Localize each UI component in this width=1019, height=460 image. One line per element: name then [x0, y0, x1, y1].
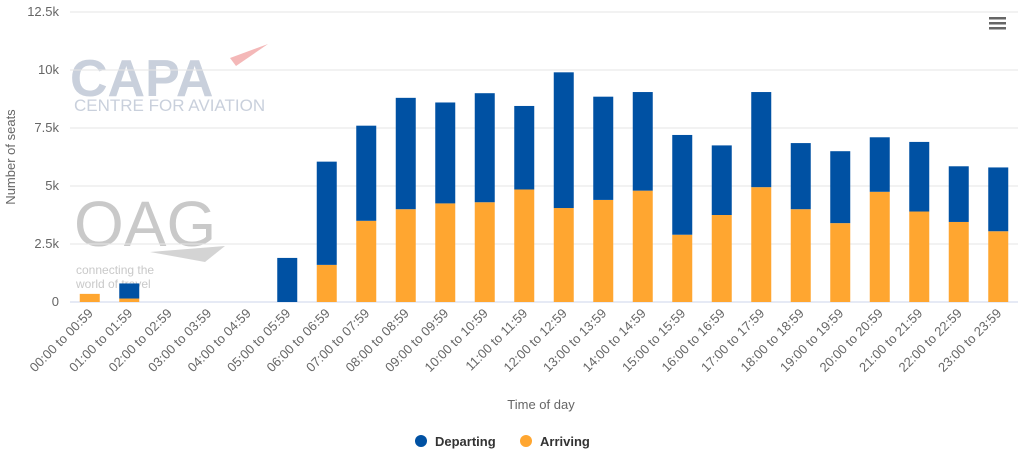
y-axis-title: Number of seats	[3, 109, 18, 205]
bar-arriving[interactable]	[672, 234, 693, 302]
legend-item[interactable]: Departing	[415, 434, 496, 449]
bar-arriving[interactable]	[790, 209, 811, 302]
bar-arriving[interactable]	[474, 202, 495, 302]
y-tick-label: 5k	[45, 178, 59, 193]
bar-arriving[interactable]	[751, 187, 772, 302]
bar-departing[interactable]	[948, 166, 969, 222]
bar-arriving[interactable]	[632, 190, 653, 302]
bar-departing[interactable]	[593, 96, 614, 200]
oag-plane-icon	[150, 246, 225, 262]
bar-departing[interactable]	[790, 143, 811, 210]
oag-logo-text: OAG	[74, 188, 216, 260]
bar-departing[interactable]	[356, 125, 377, 221]
bar-departing[interactable]	[672, 134, 693, 235]
bar-departing[interactable]	[711, 145, 732, 215]
legend-label: Arriving	[540, 434, 590, 449]
capa-logo-text: CAPA	[70, 50, 213, 108]
bar-arriving[interactable]	[988, 231, 1009, 302]
bar-departing[interactable]	[514, 105, 535, 190]
capa-subtitle-text: CENTRE FOR AVIATION	[74, 96, 265, 115]
legend-marker	[415, 435, 427, 447]
bar-arriving[interactable]	[395, 209, 416, 302]
bar-arriving[interactable]	[711, 215, 732, 302]
bar-arriving[interactable]	[435, 203, 456, 302]
y-tick-label: 10k	[38, 62, 59, 77]
bar-departing[interactable]	[316, 161, 337, 265]
bar-departing[interactable]	[869, 137, 890, 192]
oag-watermark: OAG connecting the world of travel	[74, 188, 225, 291]
bar-departing[interactable]	[474, 93, 495, 203]
bar-arriving[interactable]	[356, 220, 377, 302]
y-tick-label: 7.5k	[34, 120, 59, 135]
bar-arriving[interactable]	[79, 293, 100, 302]
x-axis-title: Time of day	[507, 397, 575, 412]
legend: Departing Arriving	[415, 434, 590, 449]
bar-arriving[interactable]	[948, 221, 969, 302]
bar-departing[interactable]	[751, 92, 772, 188]
bar-arriving[interactable]	[869, 191, 890, 302]
y-tick-label: 0	[52, 294, 59, 309]
bar-departing[interactable]	[119, 283, 140, 299]
bar-departing[interactable]	[988, 167, 1009, 232]
bar-departing[interactable]	[277, 257, 298, 302]
legend-item[interactable]: Arriving	[520, 434, 590, 449]
bar-arriving[interactable]	[830, 223, 851, 302]
bar-arriving[interactable]	[593, 199, 614, 302]
bar-arriving[interactable]	[909, 211, 930, 302]
bar-departing[interactable]	[395, 97, 416, 210]
bar-departing[interactable]	[435, 102, 456, 204]
bar-arriving[interactable]	[119, 298, 140, 302]
bar-departing[interactable]	[632, 92, 653, 191]
bar-departing[interactable]	[830, 151, 851, 224]
legend-label: Departing	[435, 434, 496, 449]
bar-departing[interactable]	[553, 72, 574, 209]
bar-arriving[interactable]	[553, 208, 574, 302]
bar-arriving[interactable]	[514, 189, 535, 302]
capa-swoosh-icon	[230, 44, 268, 66]
hamburger-menu-icon[interactable]	[985, 14, 1009, 34]
capa-watermark: CAPA CENTRE FOR AVIATION	[70, 44, 268, 115]
bar-arriving[interactable]	[316, 264, 337, 302]
oag-tagline-1: connecting the	[76, 263, 154, 277]
oag-tagline-2: world of travel	[75, 277, 151, 291]
legend-marker	[520, 435, 532, 447]
bar-departing[interactable]	[909, 141, 930, 212]
y-tick-label: 2.5k	[34, 236, 59, 251]
y-tick-label: 12.5k	[27, 4, 59, 19]
